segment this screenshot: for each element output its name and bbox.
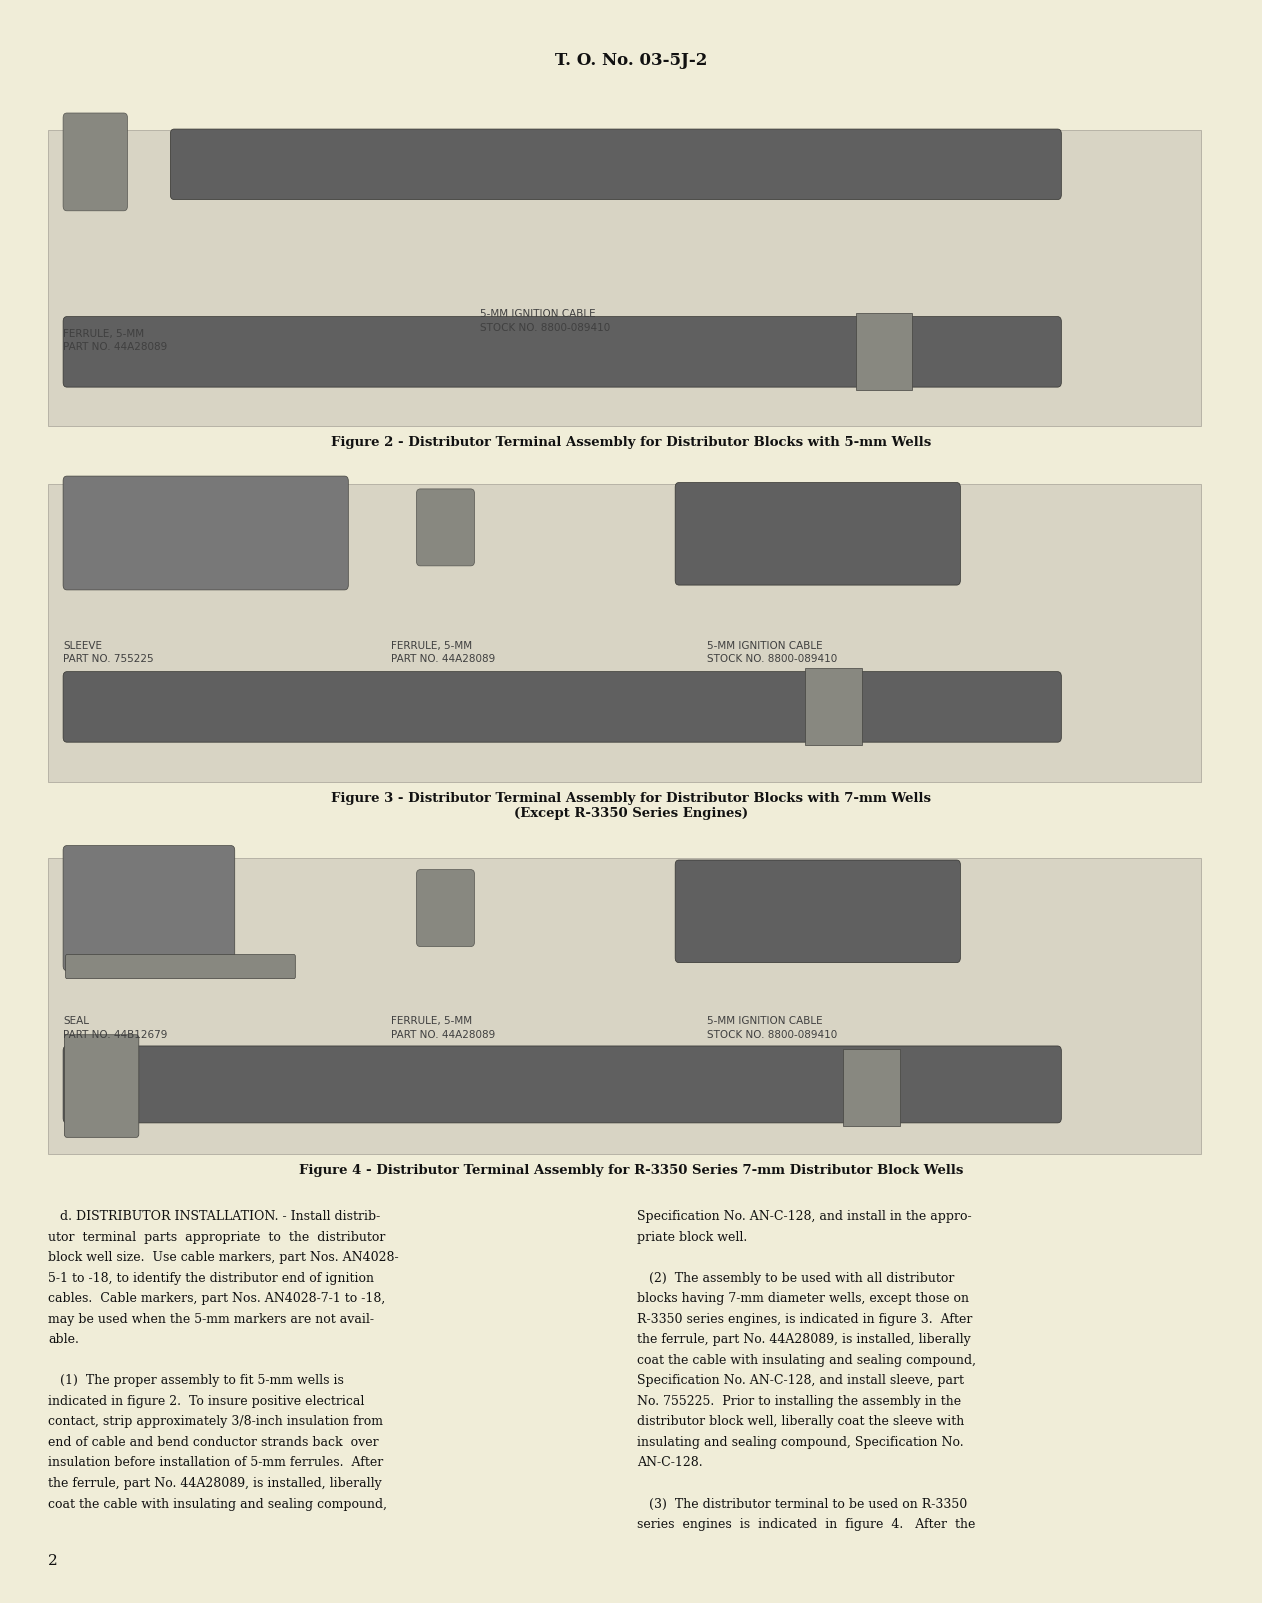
Bar	[48, 130, 1201, 426]
Bar	[48, 484, 1201, 782]
Text: Specification No. AN-C-128, and install in the appro-: Specification No. AN-C-128, and install …	[637, 1210, 972, 1223]
Text: 5-1 to -18, to identify the distributor end of ignition: 5-1 to -18, to identify the distributor …	[48, 1271, 374, 1286]
Text: end of cable and bend conductor strands back  over: end of cable and bend conductor strands …	[48, 1436, 379, 1449]
Text: insulation before installation of 5-mm ferrules.  After: insulation before installation of 5-mm f…	[48, 1457, 384, 1470]
Text: blocks having 7-mm diameter wells, except those on: blocks having 7-mm diameter wells, excep…	[637, 1292, 969, 1305]
Text: FERRULE, 5-MM
PART NO. 44A28089: FERRULE, 5-MM PART NO. 44A28089	[63, 329, 168, 351]
FancyBboxPatch shape	[675, 483, 960, 585]
FancyBboxPatch shape	[64, 1036, 139, 1138]
Text: (2)  The assembly to be used with all distributor: (2) The assembly to be used with all dis…	[637, 1271, 954, 1286]
Text: coat the cable with insulating and sealing compound,: coat the cable with insulating and seali…	[48, 1497, 387, 1510]
Text: contact, strip approximately 3/8-inch insulation from: contact, strip approximately 3/8-inch in…	[48, 1415, 382, 1428]
FancyBboxPatch shape	[416, 869, 475, 946]
Text: coat the cable with insulating and sealing compound,: coat the cable with insulating and seali…	[637, 1355, 977, 1367]
Text: the ferrule, part No. 44A28089, is installed, liberally: the ferrule, part No. 44A28089, is insta…	[48, 1476, 381, 1491]
FancyBboxPatch shape	[856, 314, 912, 391]
Text: SEAL
PART NO. 44B12679: SEAL PART NO. 44B12679	[63, 1016, 168, 1039]
Text: R-3350 series engines, is indicated in figure 3.  After: R-3350 series engines, is indicated in f…	[637, 1313, 973, 1326]
FancyBboxPatch shape	[805, 668, 862, 745]
FancyBboxPatch shape	[843, 1050, 900, 1125]
Text: Figure 2 - Distributor Terminal Assembly for Distributor Blocks with 5-mm Wells: Figure 2 - Distributor Terminal Assembly…	[331, 436, 931, 449]
Text: Figure 4 - Distributor Terminal Assembly for R-3350 Series 7-mm Distributor Bloc: Figure 4 - Distributor Terminal Assembly…	[299, 1164, 963, 1177]
Text: insulating and sealing compound, Specification No.: insulating and sealing compound, Specifi…	[637, 1436, 964, 1449]
Text: (3)  The distributor terminal to be used on R-3350: (3) The distributor terminal to be used …	[637, 1497, 968, 1510]
Text: 5-MM IGNITION CABLE
STOCK NO. 8800-089410: 5-MM IGNITION CABLE STOCK NO. 8800-08941…	[480, 309, 610, 332]
Text: FERRULE, 5-MM
PART NO. 44A28089: FERRULE, 5-MM PART NO. 44A28089	[391, 641, 496, 664]
Text: 2: 2	[48, 1553, 58, 1568]
Text: d. DISTRIBUTOR INSTALLATION. - Install distrib-: d. DISTRIBUTOR INSTALLATION. - Install d…	[48, 1210, 380, 1223]
Text: T. O. No. 03-5J-2: T. O. No. 03-5J-2	[555, 53, 707, 69]
Text: AN-C-128.: AN-C-128.	[637, 1457, 703, 1470]
Text: SLEEVE
PART NO. 755225: SLEEVE PART NO. 755225	[63, 641, 154, 664]
Bar	[48, 858, 1201, 1154]
Text: able.: able.	[48, 1334, 78, 1347]
Text: Figure 3 - Distributor Terminal Assembly for Distributor Blocks with 7-mm Wells
: Figure 3 - Distributor Terminal Assembly…	[331, 792, 931, 819]
Text: indicated in figure 2.  To insure positive electrical: indicated in figure 2. To insure positiv…	[48, 1395, 365, 1407]
FancyBboxPatch shape	[63, 316, 1061, 386]
FancyBboxPatch shape	[63, 846, 235, 970]
Text: block well size.  Use cable markers, part Nos. AN4028-: block well size. Use cable markers, part…	[48, 1252, 399, 1265]
Text: (1)  The proper assembly to fit 5-mm wells is: (1) The proper assembly to fit 5-mm well…	[48, 1374, 343, 1388]
Text: distributor block well, liberally coat the sleeve with: distributor block well, liberally coat t…	[637, 1415, 964, 1428]
FancyBboxPatch shape	[170, 128, 1061, 199]
Text: the ferrule, part No. 44A28089, is installed, liberally: the ferrule, part No. 44A28089, is insta…	[637, 1334, 970, 1347]
Text: 5-MM IGNITION CABLE
STOCK NO. 8800-089410: 5-MM IGNITION CABLE STOCK NO. 8800-08941…	[707, 641, 837, 664]
Text: series  engines  is  indicated  in  figure  4.   After  the: series engines is indicated in figure 4.…	[637, 1518, 976, 1531]
FancyBboxPatch shape	[63, 112, 127, 210]
FancyBboxPatch shape	[675, 859, 960, 962]
Text: utor  terminal  parts  appropriate  to  the  distributor: utor terminal parts appropriate to the d…	[48, 1231, 385, 1244]
FancyBboxPatch shape	[63, 476, 348, 590]
Text: priate block well.: priate block well.	[637, 1231, 747, 1244]
Text: Specification No. AN-C-128, and install sleeve, part: Specification No. AN-C-128, and install …	[637, 1374, 964, 1388]
FancyBboxPatch shape	[63, 1047, 1061, 1122]
Text: may be used when the 5-mm markers are not avail-: may be used when the 5-mm markers are no…	[48, 1313, 374, 1326]
Text: 5-MM IGNITION CABLE
STOCK NO. 8800-089410: 5-MM IGNITION CABLE STOCK NO. 8800-08941…	[707, 1016, 837, 1039]
FancyBboxPatch shape	[416, 489, 475, 566]
FancyBboxPatch shape	[63, 672, 1061, 742]
Text: FERRULE, 5-MM
PART NO. 44A28089: FERRULE, 5-MM PART NO. 44A28089	[391, 1016, 496, 1039]
Text: cables.  Cable markers, part Nos. AN4028-7-1 to -18,: cables. Cable markers, part Nos. AN4028-…	[48, 1292, 385, 1305]
Text: No. 755225.  Prior to installing the assembly in the: No. 755225. Prior to installing the asse…	[637, 1395, 962, 1407]
FancyBboxPatch shape	[66, 954, 295, 978]
